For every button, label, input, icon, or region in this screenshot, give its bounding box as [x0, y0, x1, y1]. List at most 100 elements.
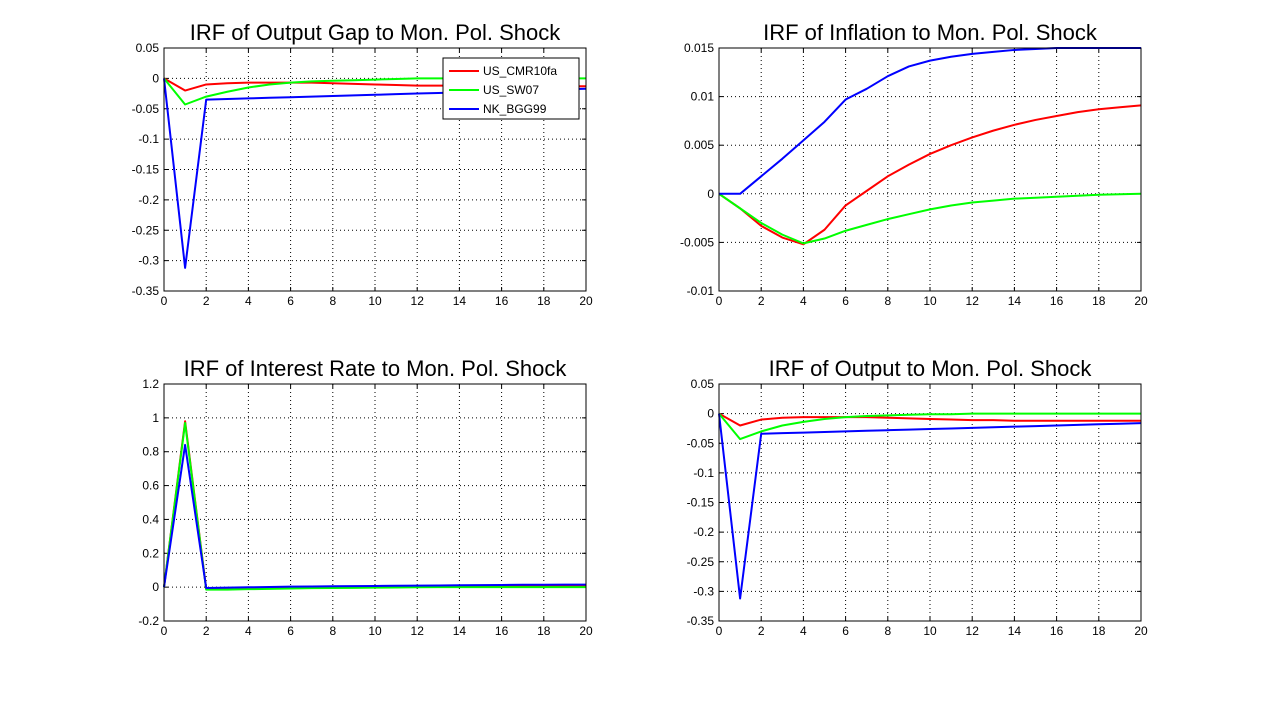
- x-tick-label: 0: [161, 624, 168, 638]
- y-tick-label: -0.3: [138, 254, 159, 268]
- subplot-3: 0 2 4 6 8 10 12 14 16 18 20-0.200.20.40.60.811.2IR…: [138, 356, 593, 638]
- y-tick-label: -0.1: [693, 466, 714, 480]
- series-line-NK_BGG99: [718, 413, 1142, 600]
- x-tick-label: 18: [537, 294, 551, 308]
- x-tick-label: 10: [368, 294, 382, 308]
- x-tick-label: 12: [411, 294, 425, 308]
- x-tick-label: 18: [1092, 624, 1106, 638]
- series-line-US_CMR10fa: [718, 104, 1142, 246]
- x-tick-label: 20: [579, 294, 593, 308]
- x-tick-label: 14: [1008, 624, 1022, 638]
- x-tick-label: 10: [923, 294, 937, 308]
- x-tick-label: 2: [758, 294, 765, 308]
- subplot-2: 0 2 4 6 8 10 12 14 16 18 20 -0.01 -0.005 0 0.005 0.01 0.…: [680, 20, 1148, 308]
- y-tick-label: 0.05: [136, 41, 160, 55]
- axes-frame: [718, 383, 1142, 622]
- x-tick-label: 2: [203, 624, 210, 638]
- y-tick-label: 0.2: [142, 546, 159, 560]
- x-tick-label: 4: [245, 294, 252, 308]
- y-tick-label: 0.6: [142, 479, 159, 493]
- x-tick-label: 6: [842, 294, 849, 308]
- y-tick-label: -0.15: [687, 496, 715, 510]
- chart-title: IRF of Inflation to Mon. Pol. Shock: [763, 20, 1098, 45]
- y-tick-label: 0: [152, 580, 159, 594]
- y-tick-label: 0.015: [684, 41, 714, 55]
- subplot-4: 0 2 4 6 8 10 12 14 16 18 20 -0.35 -0.3 -0.25 -0.2 -0.15…: [687, 356, 1148, 638]
- x-tick-label: 8: [884, 624, 891, 638]
- axes-frame: [163, 47, 587, 292]
- y-tick-label: 0: [707, 187, 714, 201]
- x-tick-label: 20: [579, 624, 593, 638]
- axes-frame: [718, 47, 1142, 292]
- y-tick-label: -0.2: [138, 193, 159, 207]
- x-tick-label: 18: [1092, 294, 1106, 308]
- x-tick-label: 10: [923, 624, 937, 638]
- y-tick-label: -0.005: [680, 235, 714, 249]
- legend-label: US_CMR10fa: [483, 64, 557, 78]
- x-tick-label: 14: [453, 294, 467, 308]
- x-tick-label: 10: [368, 624, 382, 638]
- y-tick-label: -0.2: [138, 614, 159, 628]
- x-tick-label: 0: [161, 294, 168, 308]
- x-tick-label: 20: [1134, 294, 1148, 308]
- y-tick-label: 0.4: [142, 512, 159, 526]
- chart-title: IRF of Interest Rate to Mon. Pol. Shock: [184, 356, 568, 381]
- y-tick-label: 0.01: [691, 90, 715, 104]
- y-tick-label: -0.15: [132, 163, 160, 177]
- series-line-US_CMR10fa: [718, 412, 1141, 427]
- x-tick-label: 4: [245, 624, 252, 638]
- series-line-US_SW07: [718, 412, 1141, 441]
- y-tick-label: -0.01: [687, 284, 715, 298]
- legend: US_CMR10fa US_SW07 NK_BGG99: [442, 57, 580, 120]
- y-tick-label: 1.2: [142, 377, 159, 391]
- y-tick-label: -0.1: [138, 132, 159, 146]
- x-tick-label: 8: [329, 294, 336, 308]
- y-tick-label: 0.05: [691, 377, 715, 391]
- x-tick-label: 4: [800, 624, 807, 638]
- x-tick-label: 8: [329, 624, 336, 638]
- x-tick-label: 12: [966, 624, 980, 638]
- x-tick-label: 16: [495, 294, 509, 308]
- x-tick-label: 0: [716, 294, 723, 308]
- x-tick-label: 4: [800, 294, 807, 308]
- y-tick-label: -0.3: [693, 584, 714, 598]
- y-tick-label: -0.25: [132, 223, 160, 237]
- series-line-US_SW07: [163, 421, 586, 591]
- x-tick-label: 16: [1050, 624, 1064, 638]
- subplot-1: 0 2 4 6 8 10 12 14 16 18 20 -0.35 -0.3 -0.25 -0.2 -0.15…: [132, 20, 593, 308]
- y-tick-label: -0.35: [687, 614, 715, 628]
- y-tick-label: 1: [152, 411, 159, 425]
- y-tick-label: 0.005: [684, 138, 714, 152]
- x-tick-label: 14: [453, 624, 467, 638]
- axes-background: [164, 384, 586, 621]
- y-tick-label: -0.35: [132, 284, 160, 298]
- x-tick-label: 2: [203, 294, 210, 308]
- chart-title: IRF of Output to Mon. Pol. Shock: [769, 356, 1093, 381]
- x-tick-label: 2: [758, 624, 765, 638]
- x-tick-label: 16: [495, 624, 509, 638]
- x-tick-label: 16: [1050, 294, 1064, 308]
- legend-label: US_SW07: [483, 83, 539, 97]
- x-tick-label: 18: [537, 624, 551, 638]
- y-tick-label: -0.25: [687, 555, 715, 569]
- x-tick-label: 14: [1008, 294, 1022, 308]
- y-tick-label: 0: [707, 407, 714, 421]
- legend-label: NK_BGG99: [483, 102, 547, 116]
- axes-frame: [163, 383, 587, 622]
- series-line-NK_BGG99: [163, 443, 586, 589]
- x-tick-label: 20: [1134, 624, 1148, 638]
- y-tick-label: -0.05: [687, 436, 715, 450]
- x-tick-label: 12: [966, 294, 980, 308]
- x-tick-label: 12: [411, 624, 425, 638]
- x-tick-label: 6: [842, 624, 849, 638]
- y-tick-label: -0.2: [693, 525, 714, 539]
- x-tick-label: 8: [884, 294, 891, 308]
- y-tick-label: 0: [152, 71, 159, 85]
- x-tick-label: 0: [716, 624, 723, 638]
- y-tick-label: -0.05: [132, 102, 160, 116]
- series-line-US_SW07: [718, 192, 1142, 245]
- chart-title: IRF of Output Gap to Mon. Pol. Shock: [190, 20, 562, 45]
- x-tick-label: 6: [287, 624, 294, 638]
